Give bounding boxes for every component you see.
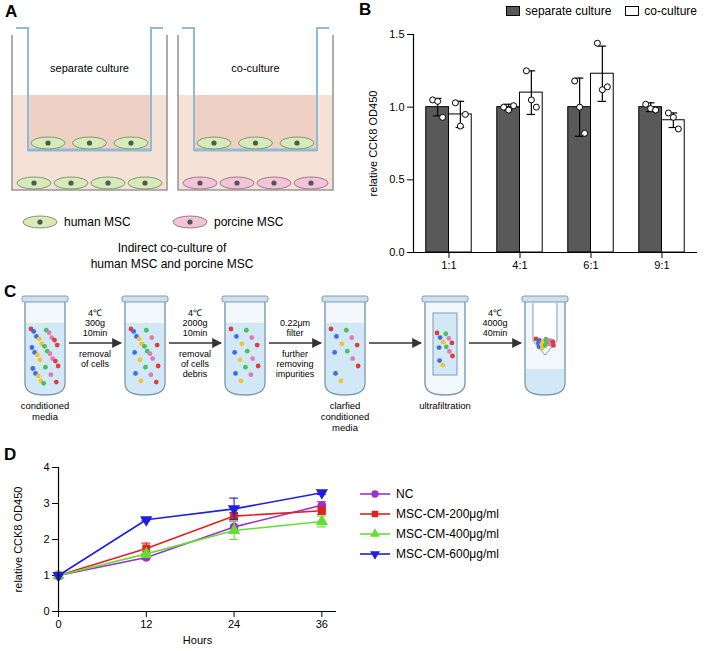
svg-text:media: media — [332, 422, 359, 433]
svg-text:further: further — [282, 349, 308, 359]
html-text:MSC-CM-200μg/ml: MSC-CM-200μg/ml — [396, 507, 499, 521]
svg-text:4000g: 4000g — [482, 318, 507, 328]
svg-text:relative CCK8 OD450: relative CCK8 OD450 — [12, 487, 24, 593]
svg-text:co-culture: co-culture — [231, 62, 279, 74]
svg-text:0.5: 0.5 — [389, 173, 404, 185]
svg-text:3: 3 — [43, 497, 49, 509]
svg-text:porcine MSC: porcine MSC — [214, 215, 284, 229]
svg-text:removing: removing — [276, 359, 313, 369]
svg-text:human MSC: human MSC — [64, 215, 131, 229]
html-text:MSC-CM-600μg/ml: MSC-CM-600μg/ml — [396, 547, 499, 561]
svg-text:1: 1 — [43, 569, 49, 581]
svg-text:36: 36 — [316, 618, 328, 630]
html-text:B: B — [359, 0, 372, 19]
svg-text:removal: removal — [79, 349, 111, 359]
html-text:MSC-CM-400μg/ml: MSC-CM-400μg/ml — [396, 527, 499, 541]
svg-text:4:1: 4:1 — [512, 259, 527, 271]
svg-text:ultrafiltration: ultrafiltration — [419, 400, 471, 411]
svg-text:impurities: impurities — [276, 369, 315, 379]
html-text:NC: NC — [396, 487, 414, 501]
svg-text:4℃: 4℃ — [488, 308, 502, 318]
svg-text:2: 2 — [43, 533, 49, 545]
svg-text:clarfied: clarfied — [330, 400, 361, 411]
svg-text:2000g: 2000g — [182, 318, 207, 328]
html-text:D: D — [4, 445, 17, 464]
svg-text:relative CCK8 OD450: relative CCK8 OD450 — [367, 91, 379, 197]
svg-text:24: 24 — [228, 618, 240, 630]
svg-text:media: media — [32, 411, 59, 422]
svg-text:debris: debris — [183, 369, 208, 379]
html-text:separate culture: separate culture — [525, 4, 612, 18]
svg-text:C: C — [4, 283, 16, 301]
html-text:co-culture: co-culture — [644, 4, 697, 18]
svg-text:0: 0 — [43, 605, 49, 617]
svg-text:1.0: 1.0 — [389, 101, 404, 113]
svg-text:conditioned: conditioned — [321, 411, 370, 422]
svg-text:300g: 300g — [85, 318, 105, 328]
svg-text:4: 4 — [43, 461, 49, 473]
svg-text:A: A — [5, 2, 17, 21]
svg-text:12: 12 — [140, 618, 152, 630]
svg-text:0.22μm: 0.22μm — [280, 318, 310, 328]
svg-text:10min: 10min — [83, 328, 108, 338]
svg-text:separate culture: separate culture — [50, 62, 129, 74]
svg-text:conditioned: conditioned — [21, 400, 70, 411]
svg-text:Hours: Hours — [183, 634, 213, 646]
svg-text:6:1: 6:1 — [583, 259, 598, 271]
svg-text:filter: filter — [286, 328, 303, 338]
svg-text:40min: 40min — [483, 328, 508, 338]
svg-text:4℃: 4℃ — [188, 308, 202, 318]
svg-text:of cells: of cells — [81, 359, 110, 369]
svg-text:10min: 10min — [183, 328, 208, 338]
svg-text:human MSC and porcine MSC: human MSC and porcine MSC — [91, 257, 254, 271]
svg-text:4℃: 4℃ — [88, 308, 102, 318]
svg-text:1:1: 1:1 — [441, 259, 456, 271]
svg-text:0: 0 — [55, 618, 61, 630]
svg-text:Indirect co-culture of: Indirect co-culture of — [118, 241, 227, 255]
svg-text:removal: removal — [179, 349, 211, 359]
svg-text:of cells: of cells — [181, 359, 210, 369]
svg-text:1.5: 1.5 — [389, 28, 404, 40]
svg-text:0.0: 0.0 — [389, 246, 404, 258]
svg-text:9:1: 9:1 — [654, 259, 669, 271]
